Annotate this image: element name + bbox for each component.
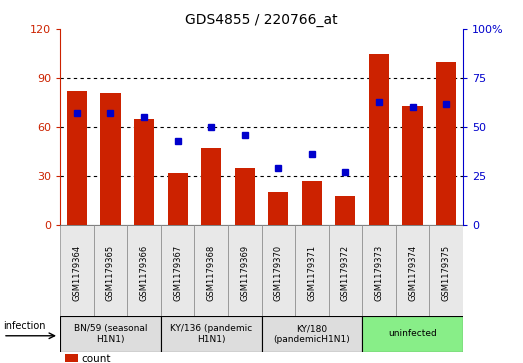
Bar xyxy=(262,316,362,352)
Text: GSM1179369: GSM1179369 xyxy=(240,245,249,301)
Bar xyxy=(161,225,195,321)
Text: GSM1179370: GSM1179370 xyxy=(274,245,283,301)
Bar xyxy=(134,119,154,225)
Title: GDS4855 / 220766_at: GDS4855 / 220766_at xyxy=(185,13,338,26)
Bar xyxy=(127,225,161,321)
Text: KY/136 (pandemic
H1N1): KY/136 (pandemic H1N1) xyxy=(170,324,252,344)
Bar xyxy=(335,196,356,225)
Bar xyxy=(195,225,228,321)
Bar xyxy=(302,181,322,225)
Bar xyxy=(262,225,295,321)
Bar xyxy=(161,316,262,352)
Text: BN/59 (seasonal
H1N1): BN/59 (seasonal H1N1) xyxy=(74,324,147,344)
Text: GSM1179374: GSM1179374 xyxy=(408,245,417,301)
Bar xyxy=(60,316,161,352)
Text: uninfected: uninfected xyxy=(388,330,437,338)
Bar xyxy=(429,225,463,321)
Bar xyxy=(362,316,463,352)
Text: GSM1179365: GSM1179365 xyxy=(106,245,115,301)
Bar xyxy=(369,53,389,225)
Text: GSM1179366: GSM1179366 xyxy=(140,245,149,301)
Bar xyxy=(67,91,87,225)
Bar xyxy=(295,225,328,321)
Bar xyxy=(403,106,423,225)
Text: KY/180
(pandemicH1N1): KY/180 (pandemicH1N1) xyxy=(274,324,350,344)
Text: GSM1179364: GSM1179364 xyxy=(72,245,82,301)
Bar xyxy=(328,225,362,321)
Bar xyxy=(94,225,127,321)
Bar xyxy=(436,62,456,225)
Bar xyxy=(235,168,255,225)
Bar xyxy=(362,225,396,321)
Text: GSM1179372: GSM1179372 xyxy=(341,245,350,301)
Bar xyxy=(228,225,262,321)
Text: GSM1179371: GSM1179371 xyxy=(308,245,316,301)
Text: GSM1179368: GSM1179368 xyxy=(207,245,215,301)
Text: GSM1179367: GSM1179367 xyxy=(173,245,182,301)
Text: infection: infection xyxy=(3,321,46,331)
Text: GSM1179373: GSM1179373 xyxy=(374,245,383,301)
Bar xyxy=(201,148,221,225)
Text: count: count xyxy=(81,354,110,363)
Bar xyxy=(60,225,94,321)
Bar xyxy=(268,192,288,225)
Text: GSM1179375: GSM1179375 xyxy=(441,245,451,301)
Bar xyxy=(100,93,120,225)
Bar xyxy=(396,225,429,321)
Bar xyxy=(167,173,188,225)
